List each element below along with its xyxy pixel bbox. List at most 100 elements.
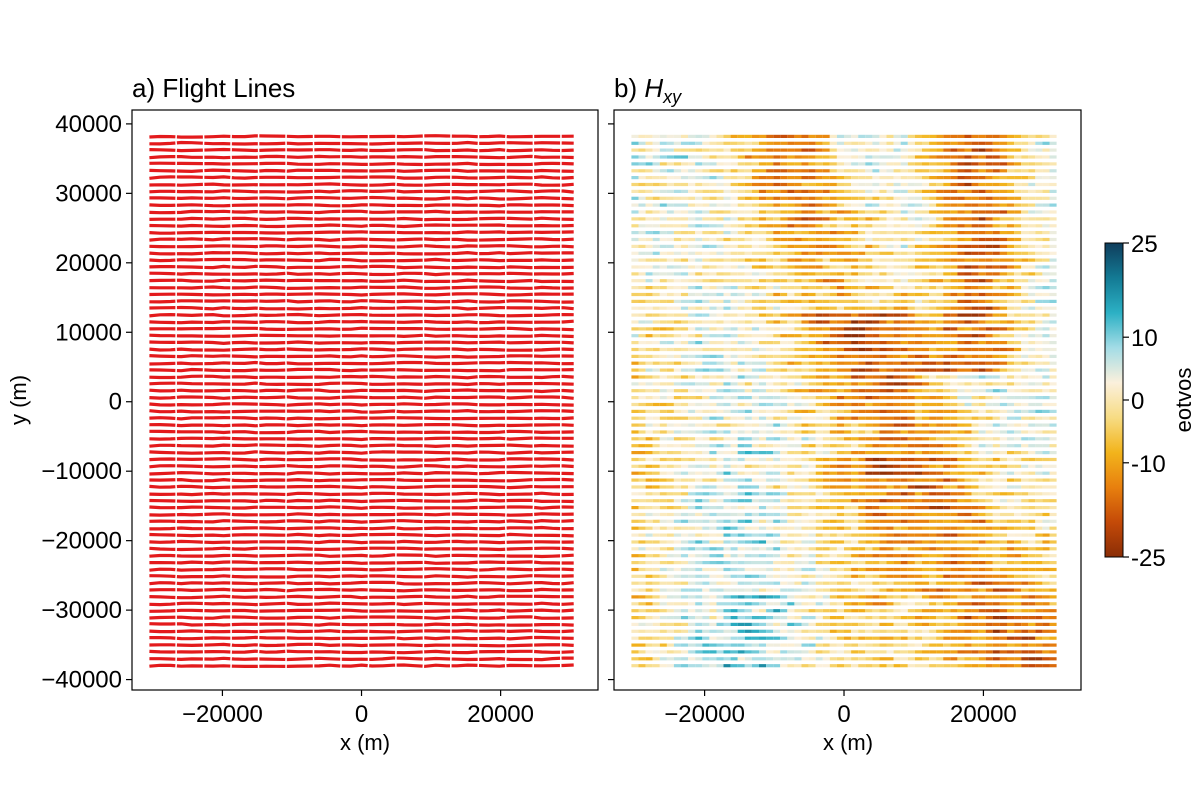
flight-line <box>149 457 574 462</box>
flight-line <box>149 374 574 380</box>
flight-line <box>149 484 574 490</box>
flight-line <box>149 299 574 304</box>
flight-line <box>149 161 574 167</box>
flight-line <box>149 326 574 332</box>
flight-line <box>149 237 574 242</box>
flight-line <box>149 147 574 153</box>
flight-line <box>149 203 574 208</box>
flight-line <box>149 622 574 627</box>
x-tick-label: 0 <box>837 701 850 728</box>
panel-b-title-prefix: b) <box>614 73 644 103</box>
colorbar-tick-label: 25 <box>1131 231 1158 258</box>
flight-line <box>149 525 574 531</box>
y-tick-label: 40000 <box>55 111 122 138</box>
flight-line <box>149 477 574 483</box>
panel-hxy: b) Hxy −20000 0 20000 x (m) <box>608 73 1082 755</box>
colorbar-tick-label: 10 <box>1131 325 1158 352</box>
x-tick-label: 20000 <box>950 701 1017 728</box>
flight-line <box>149 209 574 215</box>
flight-line <box>149 182 574 187</box>
flight-line <box>149 257 574 263</box>
flight-line <box>149 450 574 455</box>
panel-b-x-label: x (m) <box>823 730 873 755</box>
flight-line <box>149 422 574 428</box>
panel-b-y-axis <box>608 123 614 681</box>
flight-line <box>149 512 574 517</box>
flight-line <box>149 663 574 669</box>
flight-line <box>149 560 574 565</box>
flight-line <box>149 175 574 180</box>
y-tick-label: 30000 <box>55 180 122 207</box>
flight-line <box>149 223 574 229</box>
flight-line <box>149 463 574 469</box>
flight-line <box>149 402 574 407</box>
flight-line <box>149 140 574 146</box>
flight-line <box>149 642 574 648</box>
flight-line <box>149 340 574 346</box>
flight-line <box>149 168 574 174</box>
flight-line <box>149 408 574 414</box>
flight-line <box>149 470 574 476</box>
panel-b-title: b) Hxy <box>614 73 682 107</box>
y-tick-label: −40000 <box>41 667 122 694</box>
panel-b-title-subscript: xy <box>662 87 682 107</box>
flight-line <box>149 244 574 249</box>
flight-line <box>149 594 574 600</box>
y-tick-label: −20000 <box>41 528 122 555</box>
flight-line <box>149 285 574 291</box>
flight-line <box>149 491 574 497</box>
colorbar-scale <box>1104 242 1124 558</box>
flight-line <box>149 189 574 194</box>
flight-line <box>149 532 574 538</box>
panel-flight-lines: a) Flight Lines −40000 −30000 −20000 −10000… <box>6 73 599 755</box>
flight-line <box>149 539 574 545</box>
panel-a-title: a) Flight Lines <box>132 73 295 103</box>
flight-line <box>149 395 574 400</box>
flight-line <box>149 195 574 201</box>
colorbar: 25 10 0 -10 -25 eotvos <box>1104 231 1196 572</box>
flight-line <box>149 333 574 339</box>
flight-line <box>149 656 574 662</box>
x-tick-label: −20000 <box>664 701 745 728</box>
flight-line <box>149 649 574 655</box>
colorbar-ticks: 25 10 0 -10 -25 <box>1123 231 1166 572</box>
panel-b-x-axis: −20000 0 20000 <box>664 690 1017 728</box>
panel-a-x-label: x (m) <box>340 730 390 755</box>
flight-line <box>149 498 574 504</box>
flight-line <box>149 608 574 613</box>
flight-line <box>149 601 574 607</box>
flight-line <box>149 505 574 510</box>
flight-line <box>149 546 574 552</box>
flight-line <box>149 635 574 641</box>
flight-line <box>149 292 574 297</box>
panel-a-x-axis: −20000 0 20000 <box>182 690 534 728</box>
flight-line <box>149 216 574 222</box>
flight-line <box>149 367 574 373</box>
flight-line <box>149 436 574 442</box>
flight-line <box>149 629 574 634</box>
y-tick-label: −30000 <box>41 597 122 624</box>
y-tick-label: −10000 <box>41 458 122 485</box>
hxy-series <box>631 134 1057 668</box>
x-tick-label: 20000 <box>467 701 534 728</box>
y-tick-label: 0 <box>109 389 122 416</box>
y-tick-label: 10000 <box>55 319 122 346</box>
flight-line <box>149 271 574 277</box>
panel-b-title-symbol: H <box>644 73 663 103</box>
flight-line <box>149 250 574 256</box>
flight-line <box>149 264 574 270</box>
x-tick-label: 0 <box>355 701 368 728</box>
flight-line <box>149 415 574 421</box>
flight-line <box>149 230 574 235</box>
flight-line <box>149 567 574 572</box>
flight-line <box>149 580 574 586</box>
flight-line <box>149 574 574 579</box>
flight-line <box>149 429 574 435</box>
flight-line <box>149 553 574 559</box>
flight-line <box>149 587 574 593</box>
flight-line <box>149 154 574 160</box>
flight-line <box>149 388 574 394</box>
flight-line <box>149 347 574 352</box>
colorbar-label: eotvos <box>1171 368 1196 433</box>
flight-line <box>149 381 574 387</box>
